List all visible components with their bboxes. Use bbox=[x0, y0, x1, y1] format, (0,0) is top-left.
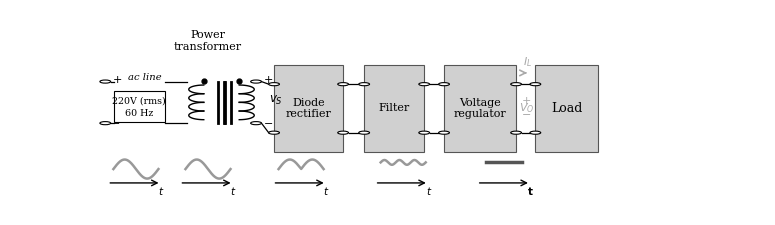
Text: 60 Hz: 60 Hz bbox=[125, 109, 153, 118]
Circle shape bbox=[250, 80, 261, 83]
Text: Power
transformer: Power transformer bbox=[174, 30, 242, 52]
Text: $v_S$: $v_S$ bbox=[269, 94, 283, 107]
Text: $t$: $t$ bbox=[230, 185, 236, 197]
Circle shape bbox=[269, 83, 280, 86]
Circle shape bbox=[530, 131, 541, 134]
Circle shape bbox=[338, 83, 349, 86]
Circle shape bbox=[100, 122, 111, 125]
Text: $t$: $t$ bbox=[158, 185, 164, 197]
Circle shape bbox=[359, 131, 370, 134]
Circle shape bbox=[530, 83, 541, 86]
Text: +: + bbox=[264, 75, 274, 85]
Circle shape bbox=[439, 131, 450, 134]
Circle shape bbox=[359, 83, 370, 86]
Text: Diode
rectifier: Diode rectifier bbox=[286, 98, 332, 119]
Text: +: + bbox=[112, 75, 122, 85]
Text: $I_L$: $I_L$ bbox=[523, 55, 532, 69]
Text: −: − bbox=[112, 119, 121, 129]
Text: $t$: $t$ bbox=[425, 185, 432, 197]
Circle shape bbox=[250, 122, 261, 125]
Bar bbox=[114, 91, 165, 122]
Text: Voltage
regulator: Voltage regulator bbox=[453, 98, 506, 119]
Circle shape bbox=[338, 131, 349, 134]
Text: +: + bbox=[522, 97, 532, 106]
Text: $\mathbf{t}$: $\mathbf{t}$ bbox=[528, 185, 534, 197]
Text: $t$: $t$ bbox=[323, 185, 330, 197]
Circle shape bbox=[439, 83, 450, 86]
Text: Load: Load bbox=[551, 102, 583, 115]
Text: 220V (rms): 220V (rms) bbox=[112, 97, 166, 106]
Bar bbox=[274, 65, 343, 152]
Text: ac line: ac line bbox=[129, 73, 162, 82]
Bar bbox=[444, 65, 516, 152]
Circle shape bbox=[100, 80, 111, 83]
Circle shape bbox=[511, 131, 522, 134]
Text: Filter: Filter bbox=[378, 104, 410, 113]
Bar bbox=[364, 65, 424, 152]
Circle shape bbox=[418, 131, 429, 134]
Text: $V_O$: $V_O$ bbox=[519, 101, 535, 115]
Text: −: − bbox=[522, 110, 532, 120]
Bar bbox=[536, 65, 598, 152]
Circle shape bbox=[418, 83, 429, 86]
Circle shape bbox=[511, 83, 522, 86]
Text: −: − bbox=[264, 119, 274, 129]
Circle shape bbox=[269, 131, 280, 134]
